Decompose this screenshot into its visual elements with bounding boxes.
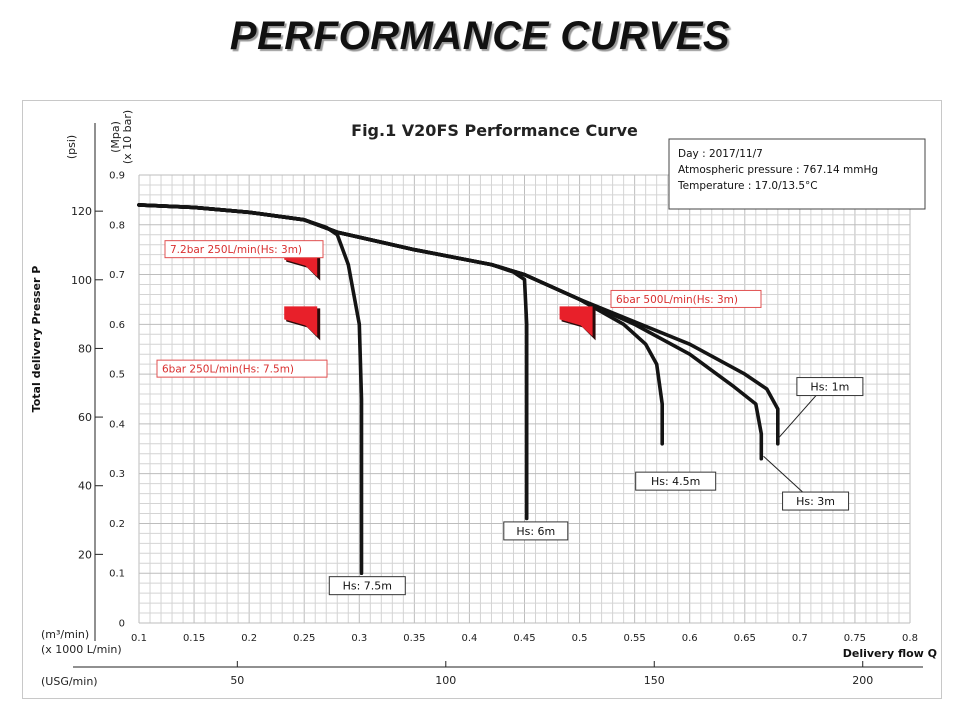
usg-tick-label: 200: [852, 674, 873, 687]
y-tick-label-mpa: 0.4: [109, 419, 125, 430]
info-line: Temperature : 17.0/13.5°C: [677, 180, 818, 192]
operating-point-label-box: [610, 289, 762, 308]
operating-point-marker-fill: [284, 306, 318, 337]
psi-tick-label: 100: [71, 274, 92, 287]
curve-label-box: [503, 521, 569, 541]
y-tick-label-mpa: 0.9: [109, 171, 125, 182]
x-tick-label: 0.3: [351, 633, 367, 644]
x-tick-label: 0.5: [572, 633, 588, 644]
x-tick-label: 0.8: [902, 633, 918, 644]
y-tick-label-mpa: 0: [119, 619, 125, 630]
ticks: 0.1 0.15 0.2 0.25 0.3 0.35 0.4 0.45 0.5 0.55 0.6 0.…: [71, 171, 918, 688]
x-unit-label-2: (x 1000 L/min): [41, 643, 122, 656]
mpa-unit-label: (Mpa): [109, 121, 122, 153]
operating-point-label: 7.2bar 250L/min(Hs: 3m): [170, 244, 302, 256]
y-tick-label-mpa: 0.7: [109, 270, 125, 281]
mpa-unit-label-2: (x 10 bar): [121, 110, 134, 164]
usg-tick-label: 100: [435, 674, 456, 687]
x-tick-label: 0.55: [624, 633, 646, 644]
info-line: Atmospheric pressure : 767.14 mmHg: [678, 164, 878, 176]
usg-unit-label: (USG/min): [41, 675, 98, 688]
curve-label-box: [635, 471, 717, 491]
x-tick-label: 0.25: [293, 633, 315, 644]
operating-point-marker: [559, 306, 596, 341]
x-axis-title: Delivery flow Q: [843, 647, 937, 660]
curve-label: Hs: 3m: [796, 495, 835, 508]
psi-tick-label: 40: [78, 480, 92, 493]
curve-hs-1m: [137, 203, 780, 446]
y-tick-label-mpa: 0.5: [109, 370, 125, 381]
info-line: Day : 2017/11/7: [678, 148, 763, 160]
operating-point-label: 6bar 250L/min(Hs: 7.5m): [162, 364, 294, 376]
operating-point-label-box: [164, 240, 324, 259]
curve-label: Hs: 6m: [516, 525, 555, 538]
axes: Total delivery Presser P (psi) (Mpa) (x 10 …: [30, 110, 937, 688]
curves: [137, 203, 780, 575]
curve-label: Hs: 7.5m: [343, 580, 392, 593]
y-tick-label-mpa: 0.3: [109, 469, 125, 480]
x-unit-label: (m³/min): [41, 628, 89, 641]
operating-point-label-box: [156, 359, 328, 378]
usg-tick-label: 50: [230, 674, 244, 687]
x-tick-label: 0.2: [241, 633, 257, 644]
operating-point-marker: [284, 306, 321, 341]
x-tick-label: 0.35: [403, 633, 425, 644]
x-tick-label: 0.7: [792, 633, 808, 644]
curve-label-leader: [763, 455, 803, 493]
operating-point-marker-fill: [559, 306, 593, 337]
y-tick-label-mpa: 0.2: [109, 519, 125, 530]
curve-label-box: [782, 491, 850, 511]
x-tick-label: 0.75: [844, 633, 866, 644]
psi-tick-label: 80: [78, 342, 92, 355]
performance-chart: Total delivery Presser P (psi) (Mpa) (x 10 …: [30, 110, 937, 688]
y-tick-label-mpa: 0.1: [109, 569, 125, 580]
y-axis-title: Total delivery Presser P: [30, 266, 43, 413]
curve-label-leader: [777, 394, 818, 440]
x-tick-label: 0.1: [131, 633, 147, 644]
psi-tick-label: 20: [78, 548, 92, 561]
x-tick-label: 0.45: [513, 633, 535, 644]
chart-title: Fig.1 V20FS Performance Curve: [351, 121, 638, 140]
psi-tick-label: 60: [78, 411, 92, 424]
labels: Fig.1 V20FS Performance Curve Day : 2017/…: [156, 121, 926, 596]
psi-tick-label: 120: [71, 205, 92, 218]
operating-point-label: 6bar 500L/min(Hs: 3m): [616, 294, 738, 306]
x-tick-label: 0.4: [461, 633, 477, 644]
curve-label: Hs: 1m: [810, 381, 849, 394]
page-title: PERFORMANCE CURVES: [229, 14, 731, 58]
psi-unit-label: (psi): [65, 135, 78, 159]
curve-label-box: [328, 576, 406, 596]
curve-label-box: [796, 377, 864, 397]
operating-point-markers: [284, 246, 596, 341]
y-tick-label-mpa: 0.8: [109, 220, 125, 231]
y-tick-label-mpa: 0.6: [109, 320, 125, 331]
x-tick-label: 0.65: [734, 633, 756, 644]
usg-tick-label: 150: [644, 674, 665, 687]
x-tick-label: 0.15: [183, 633, 205, 644]
chart-frame: Total delivery Presser P (psi) (Mpa) (x 10 …: [22, 100, 942, 699]
curve-label: Hs: 4.5m: [651, 475, 700, 488]
x-tick-label: 0.6: [682, 633, 698, 644]
info-box: [668, 138, 926, 210]
